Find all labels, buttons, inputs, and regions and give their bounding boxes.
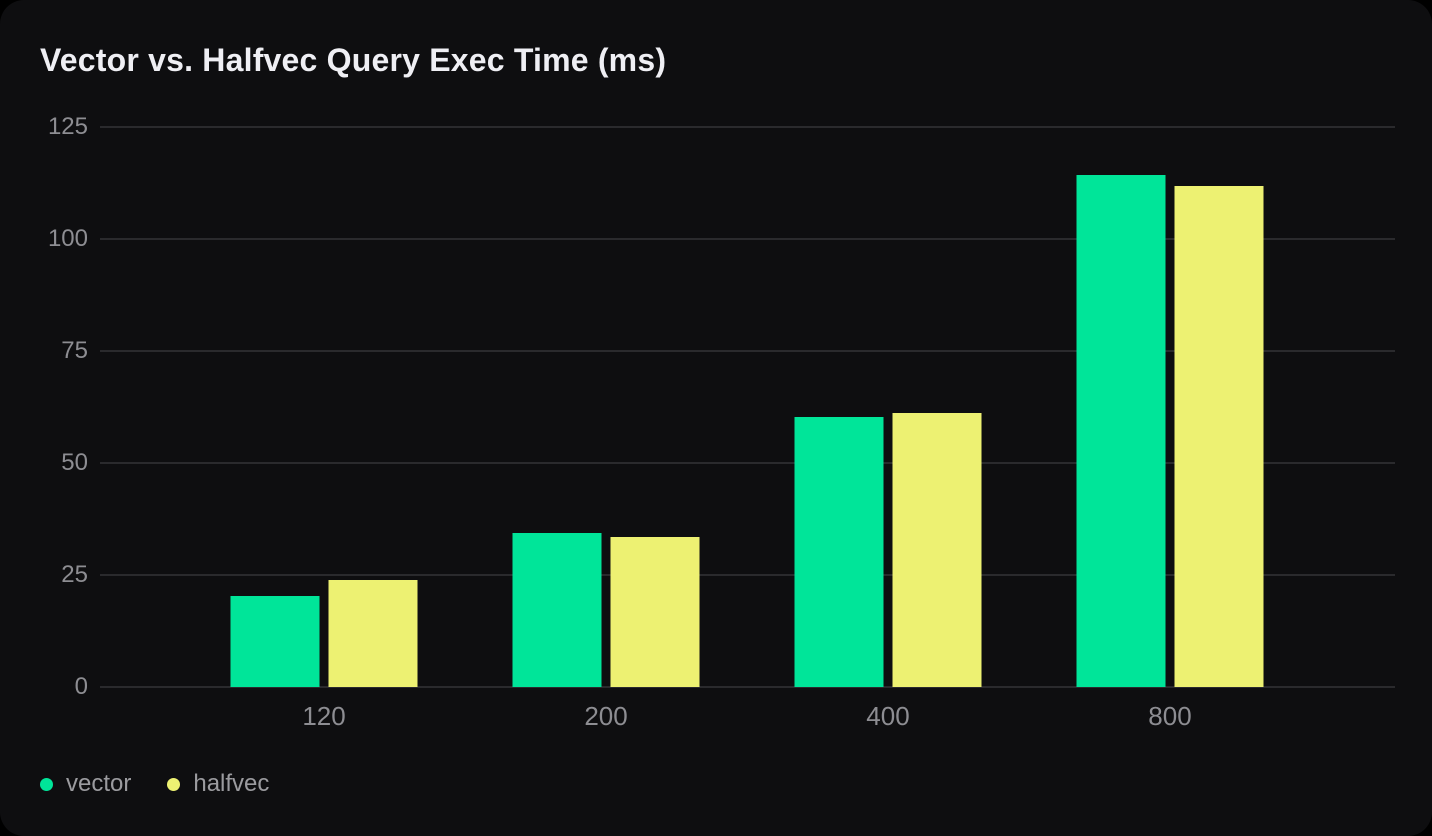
bar-vector-400 xyxy=(794,416,884,687)
y-tick-label-25: 25 xyxy=(61,561,88,588)
x-tick-label-800: 800 xyxy=(1148,701,1192,731)
x-tick-label-200: 200 xyxy=(584,701,628,731)
gridline-125 xyxy=(100,126,1395,128)
legend-item-halfvec[interactable]: halfvec xyxy=(167,770,269,798)
bar-halfvec-800 xyxy=(1174,186,1264,687)
x-tick-label-400: 400 xyxy=(866,701,910,731)
bar-group-400 xyxy=(794,127,982,687)
bar-halfvec-200 xyxy=(610,537,700,687)
bar-vector-200 xyxy=(512,532,602,687)
legend-dot-icon-vector xyxy=(40,777,53,791)
bar-group-800 xyxy=(1076,127,1264,687)
plot-area: 120 200 400 800 xyxy=(100,126,1395,731)
y-tick-label-0: 0 xyxy=(74,673,88,700)
gridline-100 xyxy=(100,238,1395,240)
bar-vector-800 xyxy=(1076,174,1166,687)
chart-title: Vector vs. Halfvec Query Exec Time (ms) xyxy=(40,42,667,78)
legend-item-vector[interactable]: vector xyxy=(40,770,131,798)
y-tick-label-125: 125 xyxy=(47,113,88,140)
legend: vector halfvec xyxy=(40,770,269,798)
bar-vector-120 xyxy=(230,596,320,687)
y-tick-label-75: 75 xyxy=(61,337,88,364)
gridline-0 xyxy=(100,686,1395,688)
bar-group-120 xyxy=(230,127,418,687)
y-tick-label-100: 100 xyxy=(47,225,88,252)
gridline-50 xyxy=(100,462,1395,464)
bar-halfvec-400 xyxy=(892,412,982,687)
legend-dot-icon-halfvec xyxy=(167,777,181,791)
gridline-75 xyxy=(100,350,1395,352)
y-tick-label-50: 50 xyxy=(61,449,88,476)
gridline-25 xyxy=(100,574,1395,576)
y-axis-labels: 0 25 50 75 100 125 xyxy=(36,115,88,699)
bar-group-200 xyxy=(512,127,700,687)
x-tick-label-120: 120 xyxy=(302,701,346,731)
bar-halfvec-120 xyxy=(328,579,418,687)
legend-label-vector: vector xyxy=(66,770,132,797)
legend-label-halfvec: halfvec xyxy=(193,770,270,797)
